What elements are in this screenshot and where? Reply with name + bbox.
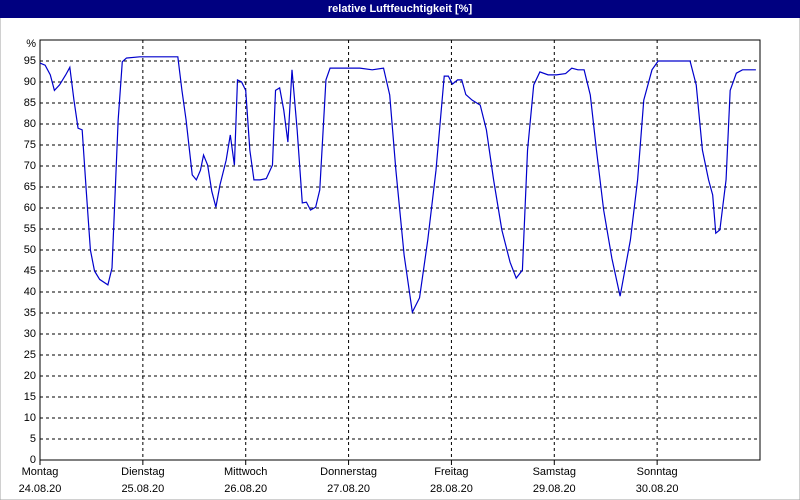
x-tick-label: Sonntag [637, 466, 678, 478]
y-tick-label: 55 [24, 223, 36, 235]
x-tick-label: Freitag [434, 466, 468, 478]
y-tick-label: 10 [24, 412, 36, 424]
y-tick-label: 95 [24, 55, 36, 67]
x-tick-date: 26.08.20 [224, 483, 267, 495]
x-tick-label: Mittwoch [224, 466, 267, 478]
x-tick-date: 27.08.20 [327, 483, 370, 495]
y-tick-label: 60 [24, 202, 36, 214]
data-line [39, 56, 756, 315]
y-tick-label: 85 [24, 97, 36, 109]
chart-title: relative Luftfeuchtigkeit [%] [328, 3, 473, 15]
x-tick-date: 30.08.20 [636, 483, 679, 495]
y-tick-label: 0 [30, 454, 36, 466]
y-tick-label: 45 [24, 265, 36, 277]
x-tick-date: 25.08.20 [121, 483, 164, 495]
y-tick-label: 20 [24, 370, 36, 382]
y-tick-label: 5 [30, 433, 36, 445]
y-tick-label: 65 [24, 181, 36, 193]
x-tick-label: Montag [22, 466, 59, 478]
plot-border [39, 39, 761, 461]
x-tick-date: 28.08.20 [430, 483, 473, 495]
title-bar [0, 0, 800, 18]
x-tick-label: Samstag [533, 466, 576, 478]
y-tick-label: 15 [24, 391, 36, 403]
x-tick-label: Donnerstag [320, 466, 377, 478]
x-tick-date: 29.08.20 [533, 483, 576, 495]
y-tick-label: 90 [24, 76, 36, 88]
y-tick-label: 35 [24, 307, 36, 319]
y-axis-label: % [26, 38, 36, 50]
y-tick-label: 30 [24, 328, 36, 340]
y-tick-label: 75 [24, 139, 36, 151]
y-tick-label: 70 [24, 160, 36, 172]
x-tick-label: Dienstag [121, 466, 164, 478]
x-tick-date: 24.08.20 [19, 483, 62, 495]
y-tick-label: 50 [24, 244, 36, 256]
y-tick-label: 25 [24, 349, 36, 361]
y-tick-label: 80 [24, 118, 36, 130]
y-tick-label: 40 [24, 286, 36, 298]
